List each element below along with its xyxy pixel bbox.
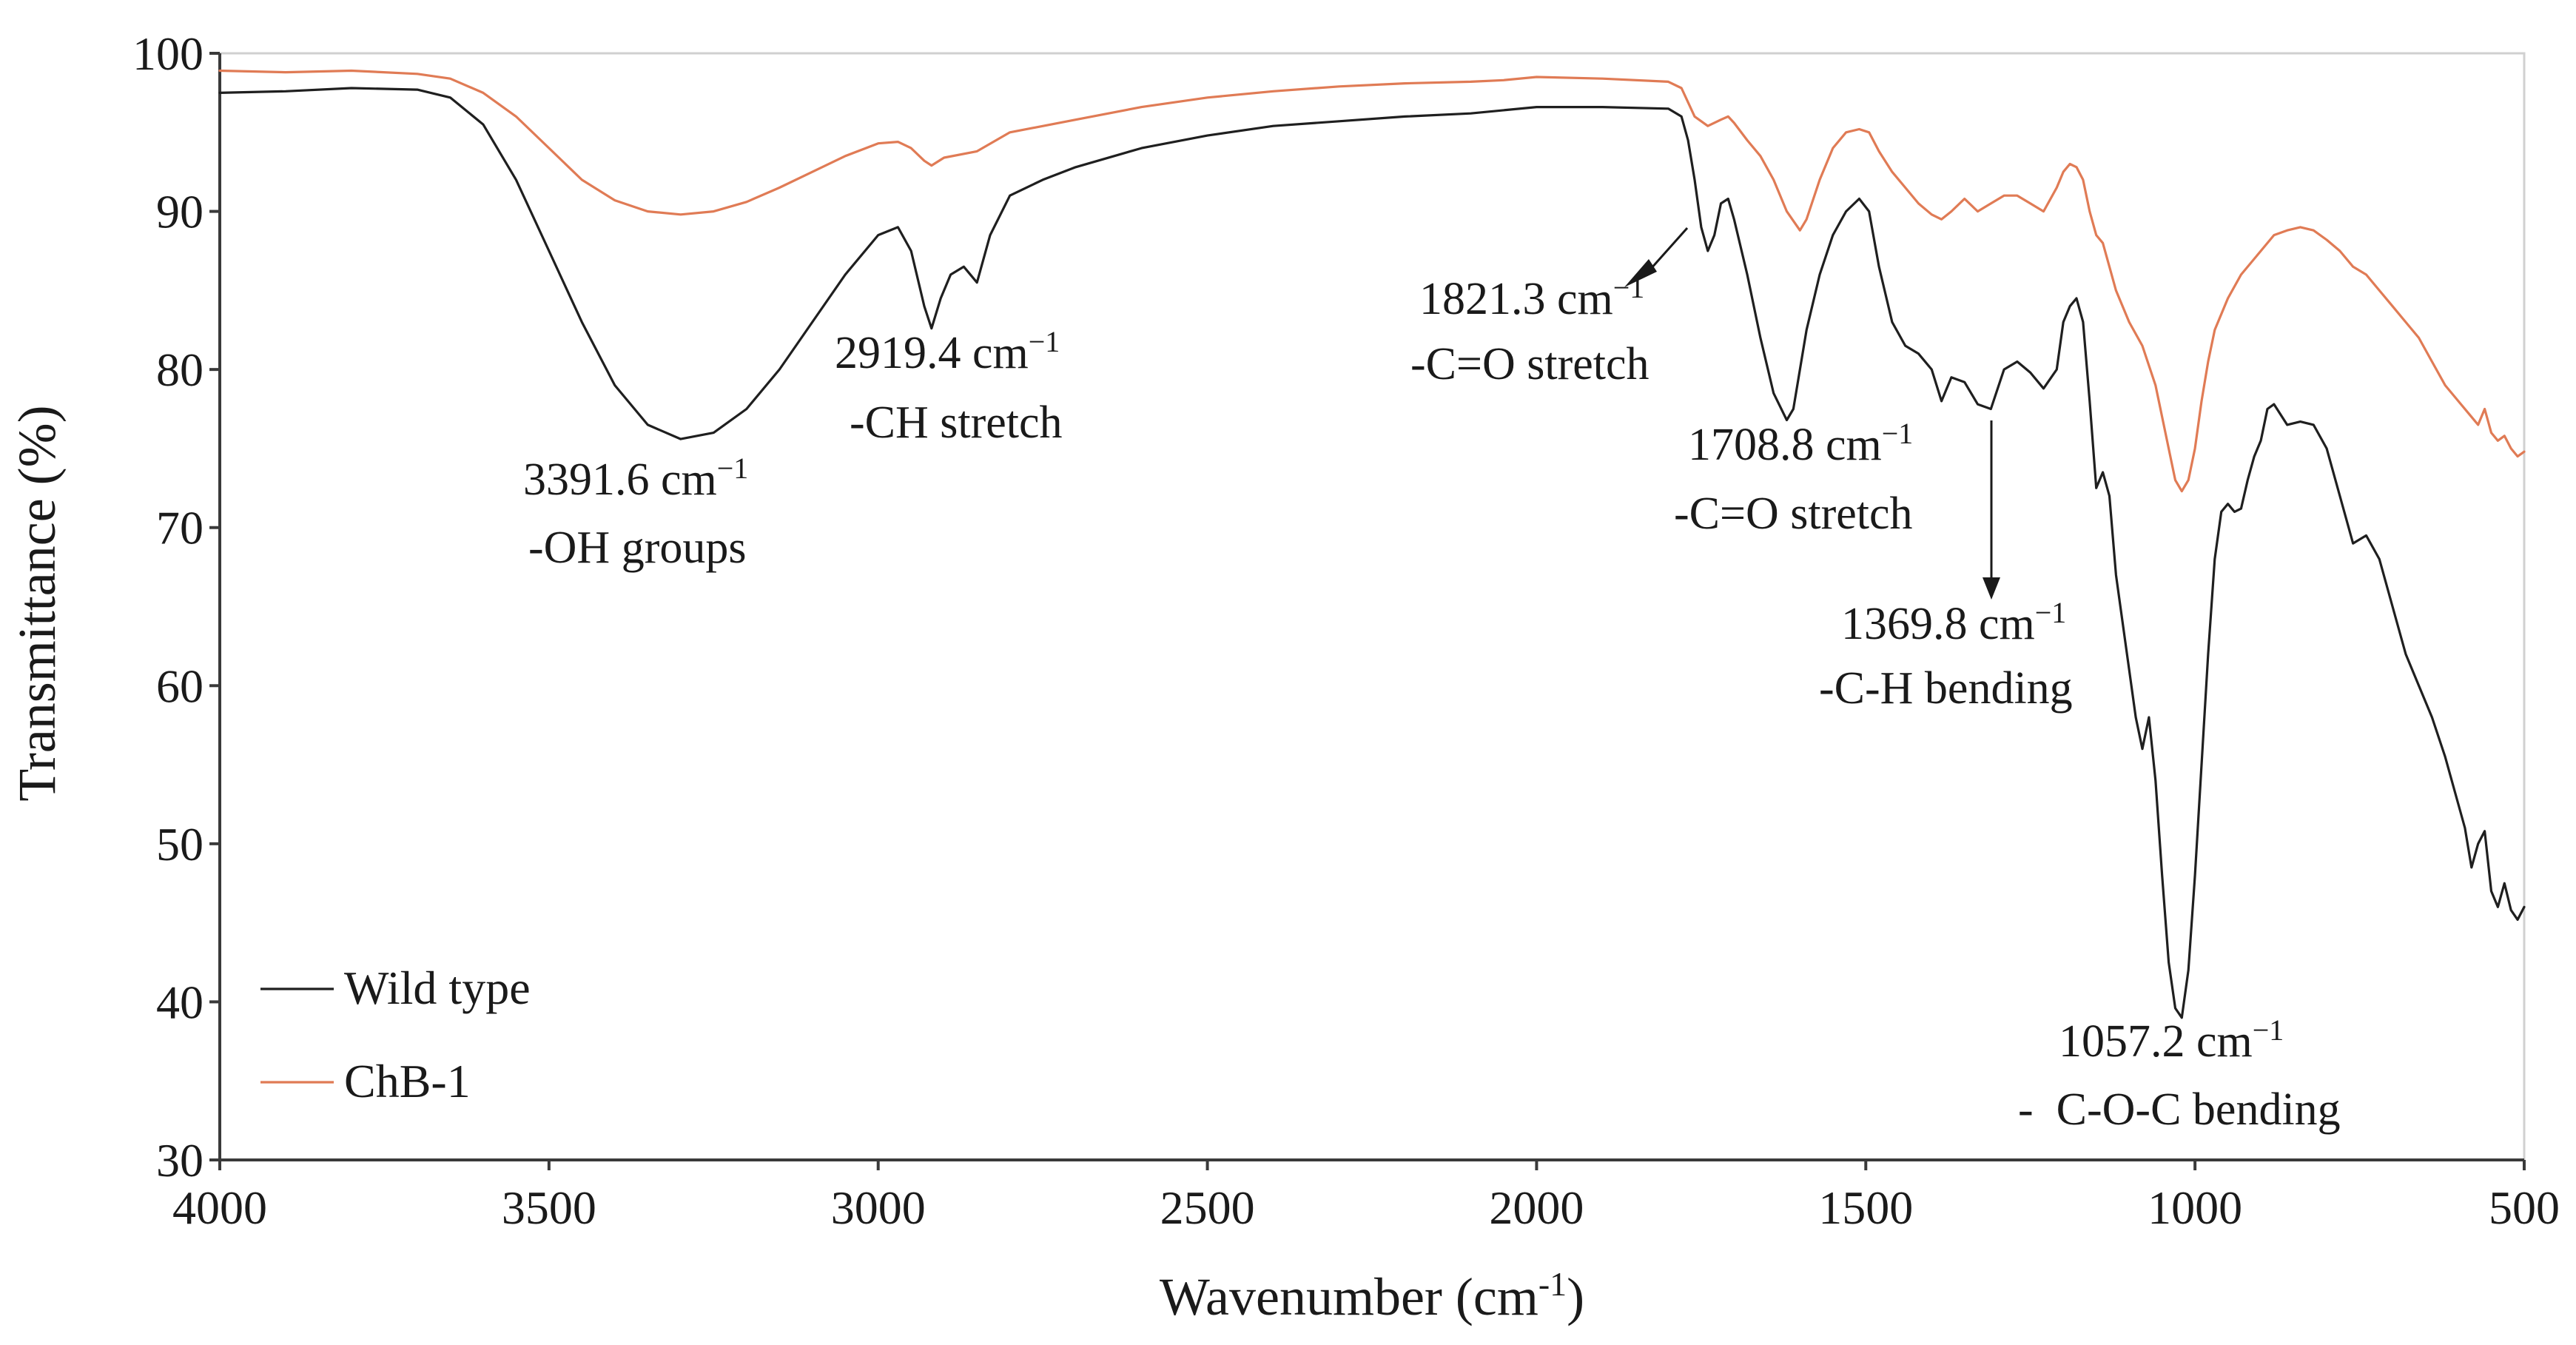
annotation-3391-desc: -OH groups bbox=[528, 523, 746, 573]
annotation-1708-sup: −1 bbox=[1882, 417, 1914, 450]
annotation-1708-value: 1708.8 cm−1 bbox=[1688, 417, 1913, 470]
series-layer bbox=[218, 69, 2526, 1019]
y-tick-label-70: 70 bbox=[156, 502, 204, 554]
x-axis-title-sup: -1 bbox=[1538, 1265, 1567, 1303]
legend: Wild type ChB-1 bbox=[260, 962, 531, 1107]
annotation-1369-arrowhead bbox=[1983, 577, 2000, 600]
y-tick-label-40: 40 bbox=[156, 976, 204, 1028]
annotation-1821-desc: -C=O stretch bbox=[1410, 339, 1649, 389]
annotation-1821-value: 1821.3 cm−1 bbox=[1419, 271, 1644, 324]
x-axis-ticks: 4000 3500 3000 2500 2000 1500 1000 500 bbox=[172, 1160, 2560, 1234]
x-tick-label-2500: 2500 bbox=[1160, 1181, 1255, 1234]
y-tick-label-50: 50 bbox=[156, 818, 204, 871]
annotation-1821-arrowhead bbox=[1624, 259, 1657, 287]
y-tick-label-30: 30 bbox=[156, 1134, 204, 1187]
annotation-1369-sup: −1 bbox=[2035, 596, 2067, 629]
y-tick-label-100: 100 bbox=[132, 27, 204, 80]
legend-label-chb-1: ChB-1 bbox=[344, 1055, 471, 1107]
x-tick-label-1000: 1000 bbox=[2148, 1181, 2242, 1234]
annotation-1369-desc: -C-H bending bbox=[1819, 663, 2073, 714]
x-tick-label-3500: 3500 bbox=[502, 1181, 596, 1234]
annotation-2919-value: 2919.4 cm−1 bbox=[835, 325, 1060, 378]
x-tick-label-4000: 4000 bbox=[172, 1181, 267, 1234]
y-tick-label-90: 90 bbox=[156, 186, 204, 238]
annotation-2919-sup: −1 bbox=[1029, 325, 1060, 358]
annotation-3391-value: 3391.6 cm−1 bbox=[523, 452, 748, 505]
series-line-chb-1 bbox=[218, 69, 2526, 493]
annotation-1057-value: 1057.2 cm−1 bbox=[2059, 1013, 2284, 1067]
x-axis-title: Wavenumber (cm-1) bbox=[1160, 1265, 1584, 1326]
y-tick-label-80: 80 bbox=[156, 343, 204, 396]
y-axis-title: Transmittance (%) bbox=[7, 405, 67, 801]
x-tick-label-2000: 2000 bbox=[1489, 1181, 1584, 1234]
legend-label-wild-type: Wild type bbox=[344, 962, 531, 1014]
annotation-1708-desc: -C=O stretch bbox=[1674, 489, 1913, 539]
x-tick-label-500: 500 bbox=[2489, 1181, 2560, 1234]
annotation-1057-desc: - C-O-C bending bbox=[2018, 1084, 2341, 1135]
annotation-1057-sup: −1 bbox=[2253, 1013, 2284, 1047]
y-axis-ticks: 30 40 50 60 70 80 90 100 bbox=[132, 27, 220, 1187]
annotation-2919-desc: -CH stretch bbox=[850, 398, 1063, 448]
x-tick-label-3000: 3000 bbox=[831, 1181, 926, 1234]
y-tick-label-60: 60 bbox=[156, 660, 204, 712]
annotation-3391-sup: −1 bbox=[717, 452, 749, 485]
x-tick-label-1500: 1500 bbox=[1818, 1181, 1913, 1234]
plot-frame bbox=[218, 52, 2526, 1161]
series-line-wild-type bbox=[218, 87, 2526, 1019]
annotation-1369-value: 1369.8 cm−1 bbox=[1841, 596, 2066, 649]
